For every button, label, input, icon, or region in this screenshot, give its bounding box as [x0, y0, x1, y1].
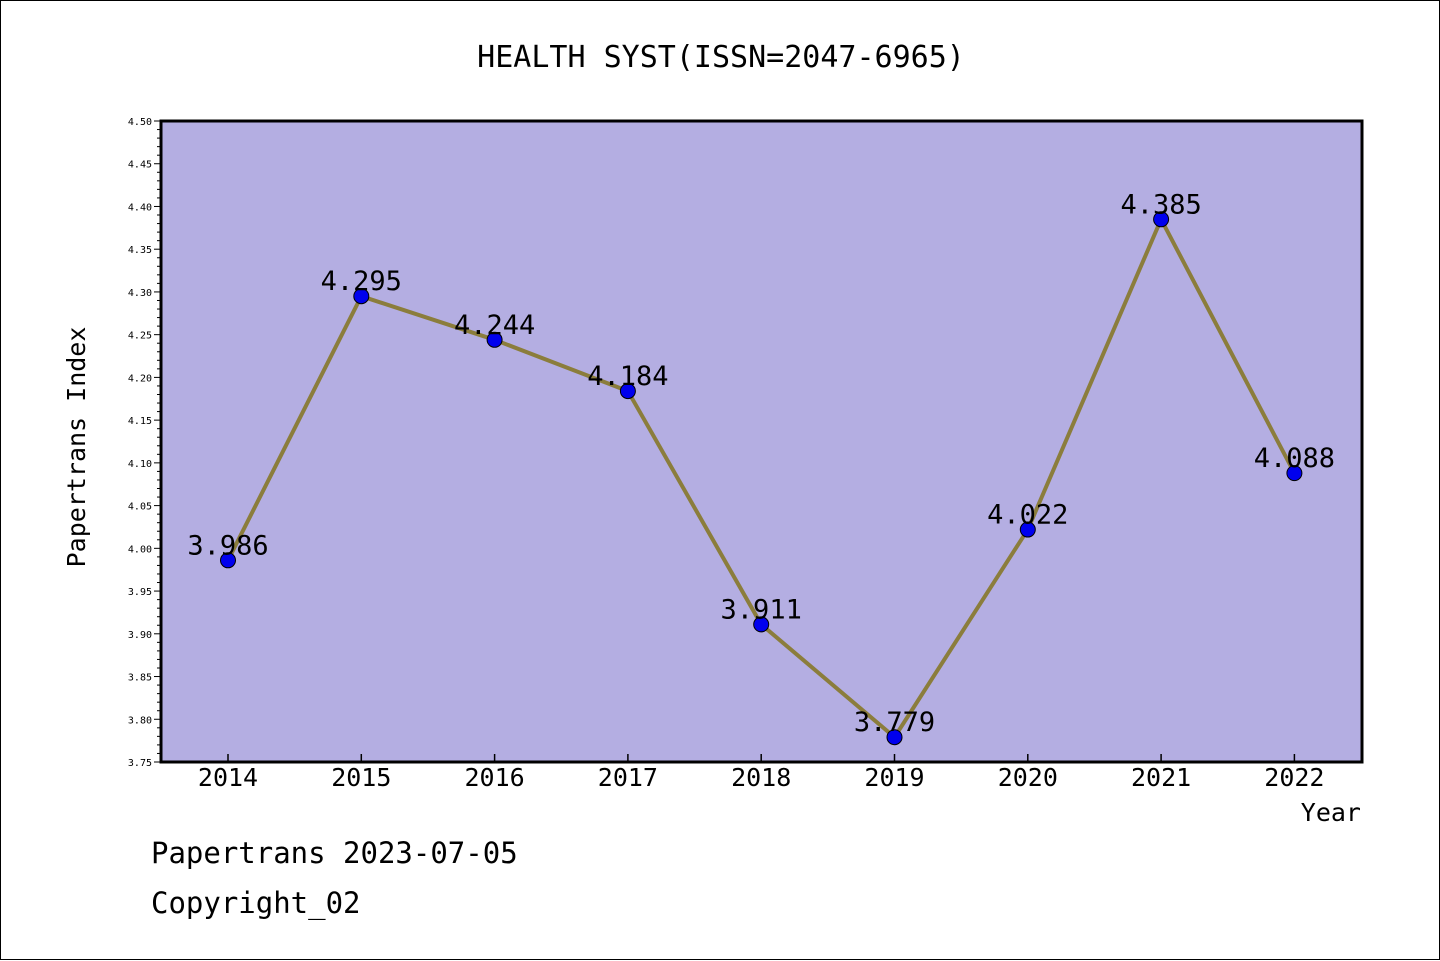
y-tick-label: 4.50: [128, 117, 152, 128]
data-point: [353, 288, 370, 305]
x-axis: 2014 2015 2016 2017 2018 2019 2020 2021 2022: [198, 754, 1325, 792]
data-label: 3.911: [721, 594, 802, 625]
data-label: 4.385: [1120, 189, 1201, 220]
y-tick-label: 4.35: [128, 245, 152, 256]
data-label: 4.244: [454, 310, 535, 341]
y-tick-label: 4.10: [128, 459, 152, 470]
y-tick-label: 4.25: [128, 331, 152, 342]
x-tick-label: 2015: [331, 763, 391, 792]
x-tick-label: 2021: [1131, 763, 1191, 792]
data-label: 3.779: [854, 707, 935, 738]
x-tick-label: 2019: [864, 763, 924, 792]
data-label: 4.022: [987, 500, 1068, 531]
y-tick-label: 3.85: [128, 673, 152, 684]
x-tick-label: 2017: [598, 763, 658, 792]
y-tick-label: 3.80: [128, 715, 152, 726]
y-axis-label: Papertrans Index: [62, 327, 91, 568]
y-tick-label: 4.15: [128, 416, 152, 427]
footer-date: Papertrans 2023-07-05: [151, 836, 518, 870]
data-point: [220, 552, 236, 569]
series-index: 3.986 4.295 4.244 4.184 3.911 3.779 4.022 4.385…: [187, 189, 1335, 746]
y-tick-label: 3.95: [128, 587, 152, 598]
chart-title: HEALTH SYST(ISSN=2047-6965): [477, 40, 965, 75]
x-tick-label: 2016: [464, 763, 524, 792]
data-label: 4.295: [321, 266, 402, 297]
y-tick-label: 4.30: [128, 288, 152, 299]
plot-area: [159, 119, 1364, 764]
y-tick-label: 4.00: [128, 544, 152, 555]
footer-copyright: Copyright_02: [151, 886, 361, 920]
data-label: 4.184: [587, 361, 668, 392]
data-point: [619, 383, 636, 400]
x-tick-label: 2018: [731, 763, 791, 792]
data-point: [1019, 521, 1036, 538]
y-tick-label: 4.45: [128, 160, 152, 171]
data-label: 4.088: [1254, 443, 1335, 474]
y-axis: 3.75 3.80 3.85 3.90 3.95 4.00 4.05 4.10 4.15 4.20…: [128, 117, 161, 769]
data-label: 3.986: [187, 530, 268, 561]
x-tick-label: 2014: [198, 763, 258, 792]
data-point: [1286, 465, 1303, 482]
y-tick-label: 4.20: [128, 373, 152, 384]
data-point: [753, 616, 770, 633]
y-tick-label: 4.40: [128, 202, 152, 213]
y-tick-label: 3.75: [128, 758, 152, 769]
y-tick-label: 3.90: [128, 630, 152, 641]
data-point: [486, 331, 503, 348]
data-point: [1153, 211, 1170, 228]
y-tick-label: 4.05: [128, 502, 152, 513]
x-tick-label: 2020: [998, 763, 1058, 792]
x-axis-label: Year: [1301, 798, 1361, 827]
x-tick-label: 2022: [1264, 763, 1324, 792]
data-point: [886, 729, 903, 746]
